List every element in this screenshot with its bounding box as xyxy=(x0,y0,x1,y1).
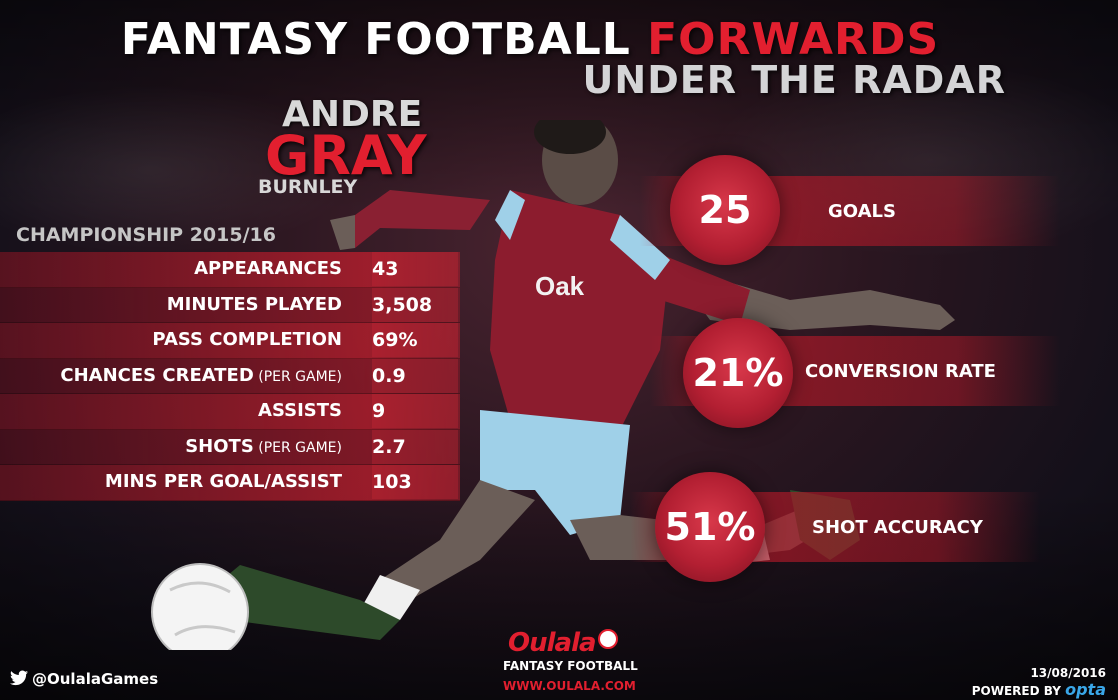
season-heading: CHAMPIONSHIP 2015/16 xyxy=(16,224,276,246)
stat-label: ASSISTS xyxy=(258,400,342,421)
page-subtitle: UNDER THE RADAR xyxy=(582,58,1006,102)
logo-tagline: FANTASY FOOTBALL xyxy=(503,659,638,673)
left-leg xyxy=(380,480,535,600)
stat-row-mins-per-goal-assist: MINS PER GOAL/ASSIST 103 xyxy=(0,465,460,501)
stat-value: 43 xyxy=(372,252,458,286)
stat-value: 0.9 xyxy=(372,358,458,393)
stat-label: APPEARANCES xyxy=(194,258,342,279)
left-arm-sleeve xyxy=(342,190,490,248)
stat-row-minutes-played: MINUTES PLAYED 3,508 xyxy=(0,287,460,323)
stat-row-pass-completion: PASS COMPLETION 69% xyxy=(0,323,460,359)
kpi-circle-shot-accuracy: 51% xyxy=(655,472,765,582)
kpi-label-goals: GOALS xyxy=(828,201,896,222)
stat-label: SHOTS (PER GAME) xyxy=(185,435,342,457)
stat-row-shots: SHOTS (PER GAME) 2.7 xyxy=(0,429,460,465)
title-part-red: FORWARDS xyxy=(647,14,940,65)
left-boot xyxy=(210,565,400,640)
kpi-label-shot-accuracy: SHOT ACCURACY xyxy=(812,517,983,538)
title-part-white: FANTASY FOOTBALL xyxy=(120,14,648,65)
stat-row-chances-created: CHANCES CREATED (PER GAME) 0.9 xyxy=(0,358,460,394)
stat-row-assists: ASSISTS 9 xyxy=(0,394,460,430)
website-link[interactable]: WWW.OULALA.COM xyxy=(503,679,636,693)
stat-value: 9 xyxy=(372,394,458,428)
stat-label: CHANCES CREATED (PER GAME) xyxy=(60,364,342,386)
player-club: BURNLEY xyxy=(258,176,358,198)
stat-label: MINUTES PLAYED xyxy=(166,293,342,315)
kpi-circle-conversion: 21% xyxy=(683,318,793,428)
player-last-name: GRAY xyxy=(265,124,427,187)
powered-by: POWERED BY opta xyxy=(971,680,1106,699)
football xyxy=(151,563,249,650)
stat-value: 3,508 xyxy=(372,287,458,322)
stat-value: 2.7 xyxy=(372,429,458,464)
stat-label: PASS COMPLETION xyxy=(152,329,342,350)
twitter-icon xyxy=(10,670,28,686)
oulala-logo[interactable]: Oulala xyxy=(508,628,618,658)
stat-value: 69% xyxy=(372,323,458,357)
kpi-circle-goals: 25 xyxy=(670,155,780,265)
twitter-handle[interactable]: @OulalaGames xyxy=(10,670,158,688)
player-first-name: ANDRE xyxy=(282,94,423,135)
stats-table: APPEARANCES 43 MINUTES PLAYED 3,508 PASS… xyxy=(0,252,460,501)
kpi-label-conversion: CONVERSION RATE xyxy=(805,361,996,382)
page-title: FANTASY FOOTBALL FORWARDS xyxy=(0,14,1060,65)
stat-row-appearances: APPEARANCES 43 xyxy=(0,252,460,288)
twitter-handle-text: @OulalaGames xyxy=(32,670,159,688)
shorts xyxy=(480,410,630,535)
stat-label: MINS PER GOAL/ASSIST xyxy=(104,471,342,492)
opta-logo: opta xyxy=(1065,680,1106,699)
stat-value: 103 xyxy=(372,465,458,499)
shirt-sponsor: Oak xyxy=(535,271,585,301)
publish-date: 13/08/2016 xyxy=(1030,666,1106,680)
logo-ball-icon xyxy=(597,629,618,649)
